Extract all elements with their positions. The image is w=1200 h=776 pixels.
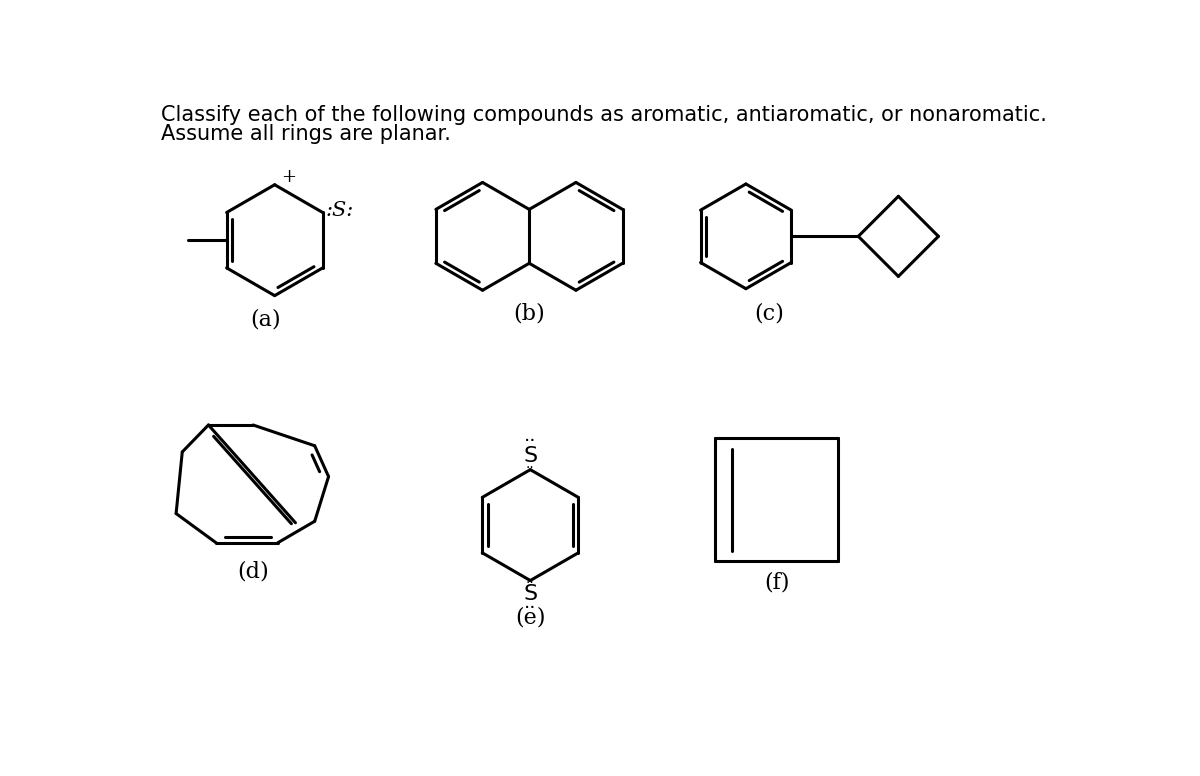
Text: (b): (b)	[514, 303, 545, 324]
Text: S: S	[523, 445, 538, 466]
Text: +: +	[281, 168, 296, 186]
Text: (e): (e)	[515, 607, 546, 629]
Text: :S:: :S:	[325, 202, 354, 220]
Text: (c): (c)	[754, 303, 784, 324]
Text: ··: ··	[526, 461, 535, 475]
Text: ··: ··	[524, 432, 536, 452]
Text: Classify each of the following compounds as aromatic, antiaromatic, or nonaromat: Classify each of the following compounds…	[161, 106, 1046, 126]
Text: ··: ··	[524, 599, 536, 618]
Text: Assume all rings are planar.: Assume all rings are planar.	[161, 124, 450, 144]
Text: ··: ··	[526, 576, 535, 590]
Text: S: S	[523, 584, 538, 605]
Text: (f): (f)	[764, 572, 790, 594]
Text: (d): (d)	[238, 560, 269, 582]
Text: (a): (a)	[250, 309, 281, 331]
